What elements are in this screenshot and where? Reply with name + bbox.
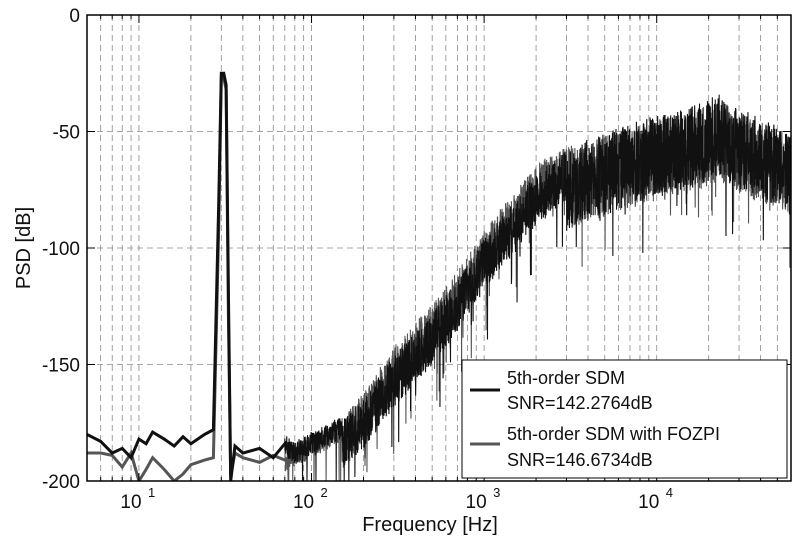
legend-snr-series-2: SNR=146.6734dB (507, 450, 653, 470)
x-tick-label-exponent: 1 (148, 485, 155, 500)
x-tick-label-exponent: 4 (666, 485, 673, 500)
plot-area (87, 71, 791, 481)
y-tick-label: -50 (53, 123, 80, 144)
x-tick-label: 10 (293, 492, 314, 513)
y-tick-label: -100 (42, 239, 80, 260)
x-tick-label: 10 (638, 492, 659, 513)
series-layer (87, 71, 791, 481)
legend-label-series-1: 5th-order SDM (507, 368, 625, 388)
x-axis-title: Frequency [Hz] (362, 514, 498, 536)
y-tick-label: -150 (42, 356, 80, 377)
y-tick-label: 0 (69, 6, 80, 27)
x-tick-label: 10 (466, 492, 487, 513)
legend: 5th-order SDM SNR=142.2764dB 5th-order S… (461, 359, 788, 479)
x-tick-label: 10 (120, 492, 141, 513)
legend-box (461, 359, 788, 479)
x-tick-label-exponent: 3 (493, 485, 500, 500)
x-tick-label-exponent: 2 (321, 485, 328, 500)
series-line (87, 71, 296, 481)
series-noise-trace (284, 94, 791, 481)
ticks: 0 -50 -100 -150 -200 10 1 10 2 10 3 10 4 (42, 6, 792, 513)
y-axis-title: PSD [dB] (13, 207, 35, 289)
y-tick-label: -200 (42, 472, 80, 493)
legend-label-series-2: 5th-order SDM with FOZPI (507, 424, 720, 444)
legend-snr-series-1: SNR=142.2764dB (507, 393, 653, 413)
